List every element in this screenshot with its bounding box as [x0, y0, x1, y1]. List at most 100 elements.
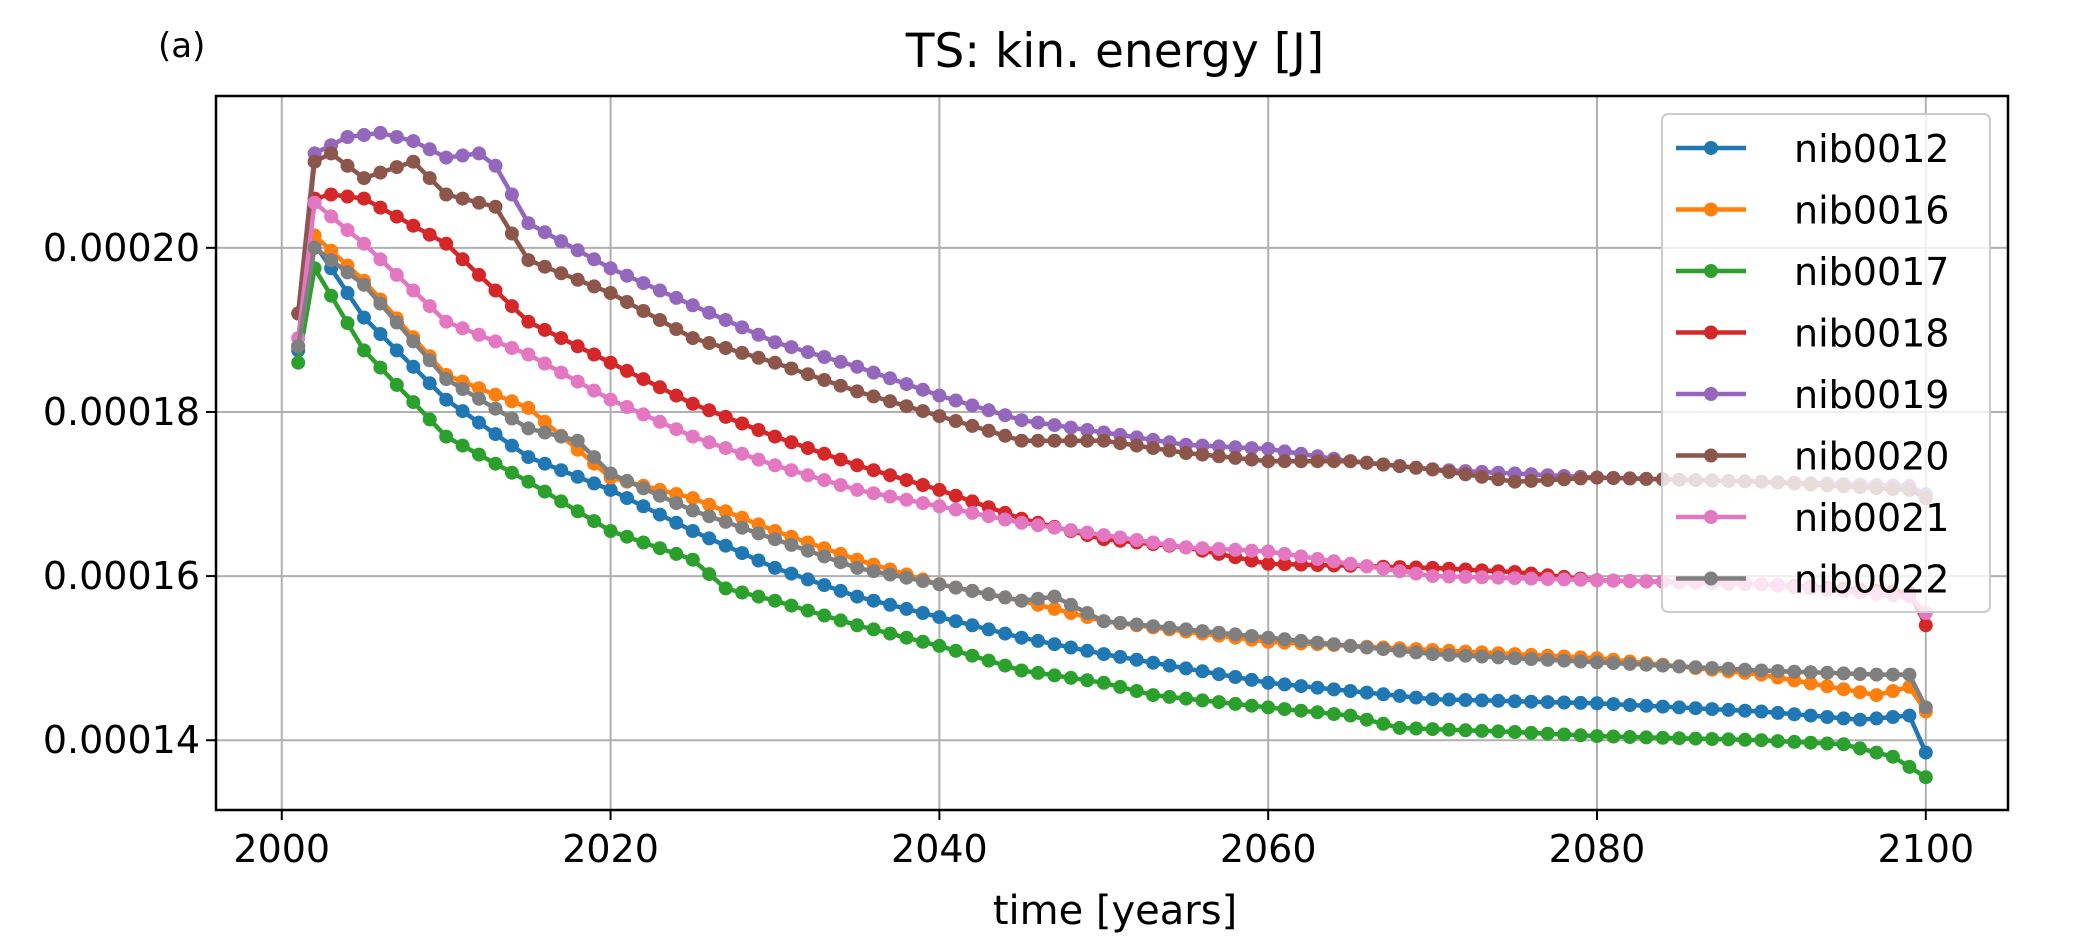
data-point — [1343, 638, 1358, 653]
data-point — [1573, 654, 1588, 669]
data-point — [1294, 454, 1309, 469]
data-point — [784, 361, 799, 376]
data-point — [537, 484, 552, 499]
data-point — [357, 277, 371, 292]
data-point — [1228, 440, 1243, 455]
legend-label: nib0021 — [1794, 496, 1949, 540]
data-point — [1195, 541, 1210, 556]
data-point — [948, 502, 963, 517]
data-point — [800, 603, 815, 618]
data-point — [850, 482, 865, 497]
data-point — [883, 371, 898, 386]
data-point — [357, 171, 371, 186]
data-point — [373, 165, 388, 180]
data-point — [685, 503, 700, 518]
data-point — [1080, 673, 1095, 688]
data-point — [833, 354, 848, 369]
data-point — [1590, 655, 1604, 670]
data-point — [1721, 661, 1736, 676]
data-point — [652, 414, 667, 429]
data-point — [1639, 698, 1654, 713]
data-point — [1261, 675, 1276, 690]
data-point — [669, 515, 684, 530]
data-point — [324, 209, 339, 224]
data-point — [1442, 692, 1456, 707]
data-point — [1326, 637, 1341, 652]
data-point — [1031, 633, 1045, 648]
data-point — [373, 125, 388, 140]
legend-marker — [1704, 448, 1718, 463]
data-point — [1228, 450, 1243, 465]
data-point — [1820, 679, 1835, 694]
data-point — [965, 494, 980, 509]
data-point — [932, 577, 947, 592]
data-point — [373, 360, 388, 375]
data-point — [1261, 700, 1276, 715]
data-point — [652, 541, 667, 556]
data-point — [1080, 433, 1095, 448]
data-point — [504, 226, 519, 241]
data-point — [1080, 606, 1095, 620]
data-point — [915, 496, 930, 511]
data-point — [1195, 693, 1210, 708]
data-point — [1162, 620, 1177, 635]
data-point — [1853, 667, 1867, 681]
data-point — [554, 365, 569, 380]
data-point — [817, 373, 832, 387]
data-point — [751, 350, 766, 365]
data-point — [1688, 701, 1703, 716]
data-point — [1869, 688, 1884, 703]
data-point — [866, 593, 881, 608]
data-point — [1277, 454, 1292, 469]
data-point — [1507, 725, 1522, 739]
data-point — [1606, 573, 1621, 588]
data-point — [1211, 542, 1226, 556]
data-point — [883, 626, 898, 641]
legend-label: nib0016 — [1794, 189, 1949, 233]
data-point — [1277, 702, 1292, 717]
series-lines — [291, 125, 1933, 785]
data-point — [1754, 663, 1769, 678]
data-point — [1063, 523, 1078, 538]
data-point — [669, 546, 684, 561]
data-point — [866, 463, 881, 478]
data-point — [1409, 690, 1424, 705]
data-point — [866, 622, 881, 637]
data-point — [718, 581, 733, 596]
data-point — [422, 299, 437, 314]
data-point — [850, 560, 865, 575]
data-point — [1507, 571, 1522, 586]
data-point — [1885, 667, 1900, 682]
data-point — [570, 504, 585, 519]
data-point — [1228, 542, 1243, 557]
data-point — [472, 327, 486, 342]
data-point — [603, 482, 618, 497]
data-point — [1261, 630, 1276, 645]
data-point — [784, 598, 799, 613]
data-point — [718, 341, 733, 355]
data-point — [702, 336, 717, 350]
data-point — [455, 191, 470, 206]
data-point — [537, 356, 552, 371]
data-point — [1063, 433, 1078, 448]
data-point — [389, 130, 404, 144]
data-point — [1179, 691, 1193, 706]
data-point — [1458, 693, 1473, 707]
data-point — [1080, 643, 1095, 658]
data-point — [554, 429, 569, 444]
data-point — [1047, 637, 1062, 652]
data-point — [932, 482, 947, 497]
data-point — [1096, 433, 1111, 448]
data-point — [1573, 695, 1588, 710]
data-point — [488, 283, 503, 298]
data-point — [603, 466, 618, 481]
data-point — [768, 335, 782, 350]
data-point — [1179, 540, 1193, 555]
data-point — [439, 392, 454, 407]
data-point — [455, 404, 470, 419]
data-point — [1359, 559, 1374, 574]
data-point — [1392, 720, 1407, 735]
data-point — [1442, 464, 1456, 479]
data-point — [521, 347, 536, 362]
